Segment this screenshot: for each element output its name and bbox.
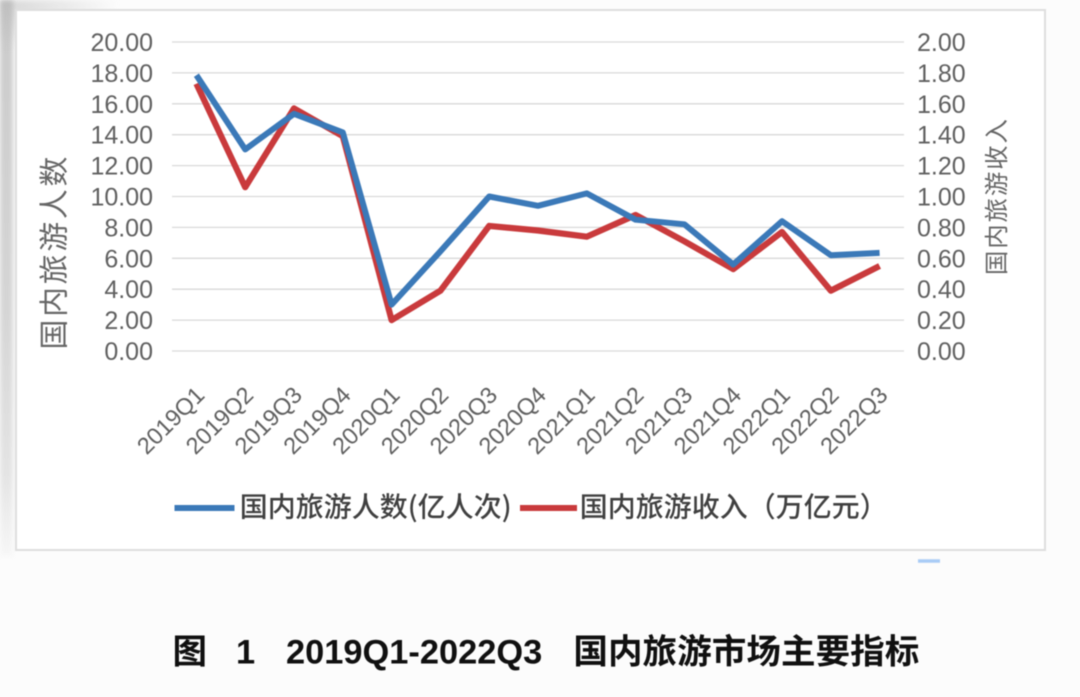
svg-text:1.20: 1.20 xyxy=(917,153,966,181)
svg-text:0.40: 0.40 xyxy=(917,276,966,304)
svg-text:16.00: 16.00 xyxy=(90,91,153,119)
svg-text:6.00: 6.00 xyxy=(104,245,153,273)
svg-text:0.00: 0.00 xyxy=(917,338,966,366)
svg-text:0.60: 0.60 xyxy=(917,245,966,273)
svg-text:12.00: 12.00 xyxy=(90,153,153,181)
svg-text:0.00: 0.00 xyxy=(104,338,153,366)
svg-text:2.00: 2.00 xyxy=(917,29,966,57)
svg-text:18.00: 18.00 xyxy=(90,60,153,88)
svg-text:1.40: 1.40 xyxy=(917,122,966,150)
svg-text:2.00: 2.00 xyxy=(104,307,153,335)
svg-text:1.60: 1.60 xyxy=(917,91,966,119)
svg-text:8.00: 8.00 xyxy=(104,214,153,242)
svg-text:10.00: 10.00 xyxy=(90,184,153,212)
svg-text:14.00: 14.00 xyxy=(90,122,153,150)
svg-text:0.20: 0.20 xyxy=(917,307,966,335)
svg-text:0.80: 0.80 xyxy=(917,214,966,242)
svg-text:1.00: 1.00 xyxy=(917,184,966,212)
svg-text:1: 1 xyxy=(236,634,255,672)
svg-text:2019Q1-2022Q3: 2019Q1-2022Q3 xyxy=(286,634,542,672)
svg-text:1.80: 1.80 xyxy=(917,60,966,88)
svg-text:20.00: 20.00 xyxy=(90,29,153,57)
svg-text:4.00: 4.00 xyxy=(104,276,153,304)
